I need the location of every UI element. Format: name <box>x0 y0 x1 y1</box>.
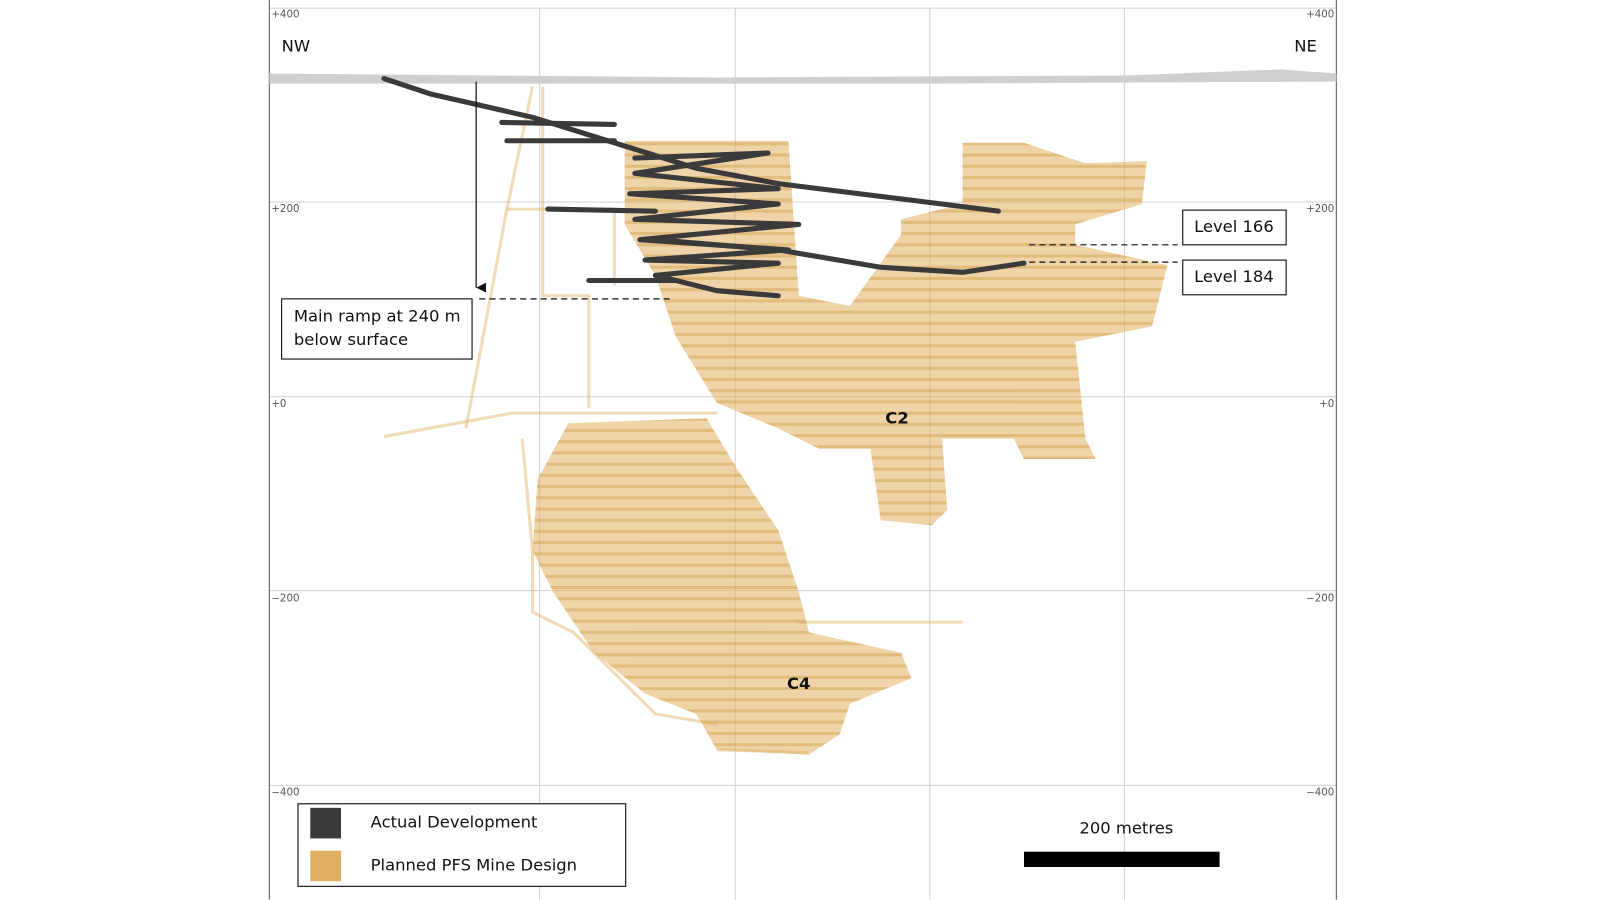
scale-bar <box>1024 851 1220 867</box>
level-label: Level 166 <box>1194 217 1274 236</box>
elevation-label: −200 <box>271 594 299 605</box>
zone-label: C4 <box>787 674 810 693</box>
legend-label: Actual Development <box>371 813 538 832</box>
ramp <box>383 411 717 439</box>
elevation-label: −200 <box>1306 594 1334 605</box>
surface <box>269 69 1337 84</box>
ramp <box>716 748 810 755</box>
legend-swatch <box>310 807 341 839</box>
dev-drift <box>627 150 802 299</box>
elevation-label: +200 <box>271 204 299 215</box>
zone-label: C2 <box>885 409 908 428</box>
dev-drift <box>652 237 1027 275</box>
planned-ramps <box>383 86 963 755</box>
orientation-label: NE <box>1294 36 1317 55</box>
ramp <box>506 207 616 286</box>
level-box <box>1182 209 1287 246</box>
note-box <box>280 298 473 360</box>
elevation-label: +400 <box>271 9 299 20</box>
legend-swatch <box>310 850 341 882</box>
level-box <box>1182 259 1287 296</box>
elevation-label: +400 <box>1306 9 1334 20</box>
ore-body-c4 <box>532 418 912 755</box>
legend <box>297 803 627 887</box>
ramp <box>520 438 718 726</box>
orientation-label: NW <box>282 36 310 55</box>
elevation-label: −400 <box>271 788 299 799</box>
elevation-label: +0 <box>1319 399 1334 410</box>
section-group: NW NE Level 166 Level 184 Main ramp at 2… <box>268 0 1337 900</box>
note-line: Main ramp at 240 m <box>294 307 461 326</box>
scale-label: 200 metres <box>1079 819 1173 838</box>
dev-drift <box>545 206 658 214</box>
ramp <box>541 86 591 408</box>
actual-development <box>381 75 1027 299</box>
elevation-label: +200 <box>1306 204 1334 215</box>
dev-drift <box>499 119 617 127</box>
level-label: Level 184 <box>1194 267 1274 286</box>
note-line: below surface <box>294 330 408 349</box>
elevation-label: −400 <box>1306 788 1334 799</box>
legend-label: Planned PFS Mine Design <box>371 856 577 875</box>
ramp <box>464 86 534 429</box>
elevation-label: +0 <box>271 399 286 410</box>
